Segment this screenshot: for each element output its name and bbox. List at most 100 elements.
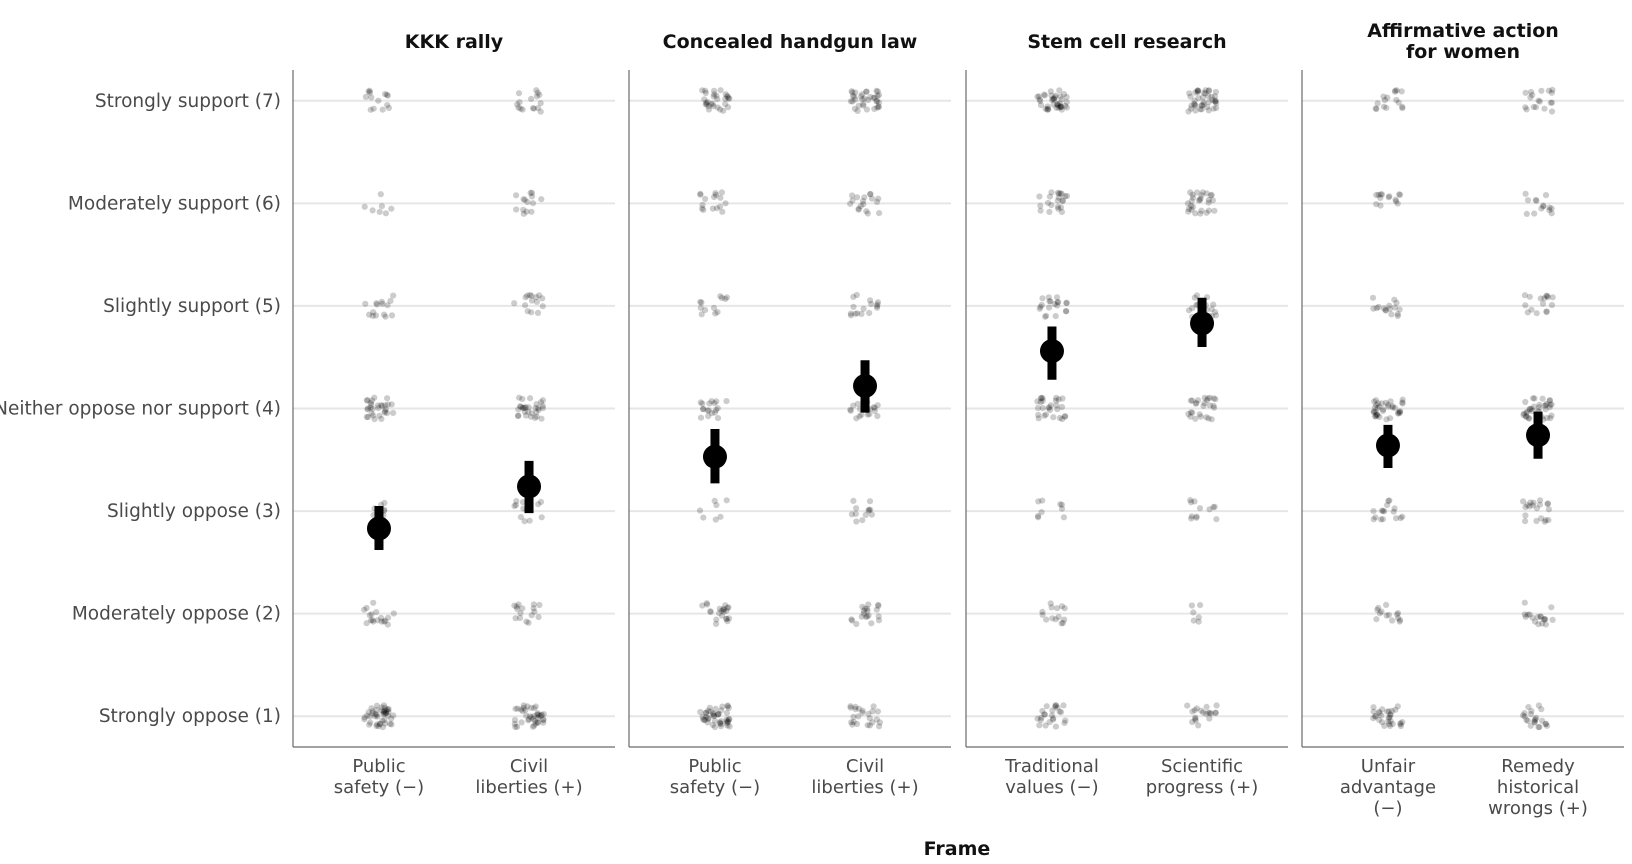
response-point: [381, 710, 388, 718]
response-point: [1522, 190, 1529, 197]
response-point: [1049, 716, 1057, 723]
response-point: [533, 93, 541, 100]
response-point: [702, 87, 709, 94]
response-point: [529, 105, 537, 112]
response-point: [858, 310, 865, 317]
response-point: [1197, 413, 1204, 420]
response-point: [697, 304, 704, 311]
response-point: [1035, 498, 1042, 505]
response-point: [1384, 708, 1391, 715]
response-point: [511, 602, 518, 609]
response-point: [703, 101, 710, 108]
response-point: [530, 601, 537, 608]
response-point: [875, 601, 882, 608]
response-point: [1059, 198, 1066, 205]
y-tick-label: Slightly support (5): [103, 296, 281, 317]
response-point: [1043, 703, 1050, 710]
response-point: [720, 608, 727, 615]
panel-title: for women: [1406, 41, 1520, 63]
response-point: [1204, 104, 1211, 111]
response-point: [1212, 396, 1219, 403]
response-point: [539, 397, 547, 404]
response-point: [1533, 310, 1540, 317]
response-point: [871, 94, 878, 101]
mean-point: [1039, 339, 1064, 364]
response-point: [1397, 721, 1404, 728]
response-point: [366, 311, 373, 318]
response-point: [385, 104, 392, 111]
response-point: [1056, 414, 1063, 421]
response-point: [540, 711, 547, 718]
response-point: [390, 409, 397, 416]
response-point: [1547, 401, 1554, 408]
response-point: [1392, 706, 1399, 713]
response-point: [697, 708, 704, 716]
response-point: [1206, 715, 1213, 722]
response-point: [849, 192, 856, 199]
response-point: [857, 202, 864, 210]
response-point: [1395, 99, 1402, 106]
response-point: [1370, 305, 1377, 312]
response-point: [719, 703, 726, 710]
response-point: [1049, 615, 1056, 622]
response-point: [1192, 89, 1199, 96]
response-point: [710, 93, 717, 100]
response-point: [870, 703, 877, 710]
response-point: [700, 406, 707, 413]
response-point: [850, 497, 857, 504]
response-point: [380, 702, 388, 709]
response-point: [1389, 404, 1396, 411]
response-point: [1188, 409, 1195, 416]
response-point: [1056, 87, 1063, 94]
response-point: [1393, 96, 1400, 104]
response-point: [1059, 197, 1066, 204]
response-point: [1188, 499, 1195, 506]
response-point: [528, 410, 536, 417]
response-point: [1198, 106, 1205, 113]
response-point: [1538, 515, 1545, 522]
response-point: [378, 614, 385, 622]
response-point: [515, 90, 523, 97]
response-point: [1393, 515, 1400, 522]
response-point: [1387, 711, 1394, 718]
response-point: [1190, 617, 1197, 624]
response-point: [859, 709, 866, 716]
response-point: [1058, 505, 1066, 512]
response-point: [1054, 102, 1062, 109]
response-point: [1205, 207, 1212, 214]
response-point: [1536, 723, 1543, 731]
response-point: [1042, 722, 1049, 729]
response-point: [385, 712, 392, 719]
response-point: [1046, 193, 1053, 200]
response-point: [861, 95, 868, 102]
response-point: [378, 203, 385, 210]
response-point: [366, 87, 373, 94]
response-point: [1200, 89, 1208, 96]
response-point: [1044, 106, 1051, 113]
response-point: [1060, 702, 1067, 709]
response-point: [710, 712, 718, 719]
mean-point: [1375, 433, 1400, 458]
response-point: [387, 720, 394, 727]
response-point: [1198, 192, 1205, 199]
response-point: [702, 89, 709, 97]
response-point: [1034, 404, 1042, 412]
response-point: [528, 297, 536, 304]
response-point: [1379, 719, 1386, 726]
response-point: [725, 719, 732, 726]
response-point: [1379, 508, 1387, 515]
response-point: [852, 510, 859, 517]
response-point: [366, 612, 373, 619]
response-point: [1530, 499, 1537, 506]
response-point: [873, 198, 881, 205]
response-point: [1201, 400, 1208, 407]
response-point: [1524, 502, 1531, 509]
response-point: [847, 703, 854, 710]
response-point: [1208, 191, 1215, 198]
response-point: [1035, 513, 1042, 520]
response-point: [858, 411, 865, 418]
response-point: [373, 711, 380, 718]
response-point: [519, 707, 526, 715]
response-point: [1061, 413, 1069, 420]
response-point: [522, 302, 529, 309]
